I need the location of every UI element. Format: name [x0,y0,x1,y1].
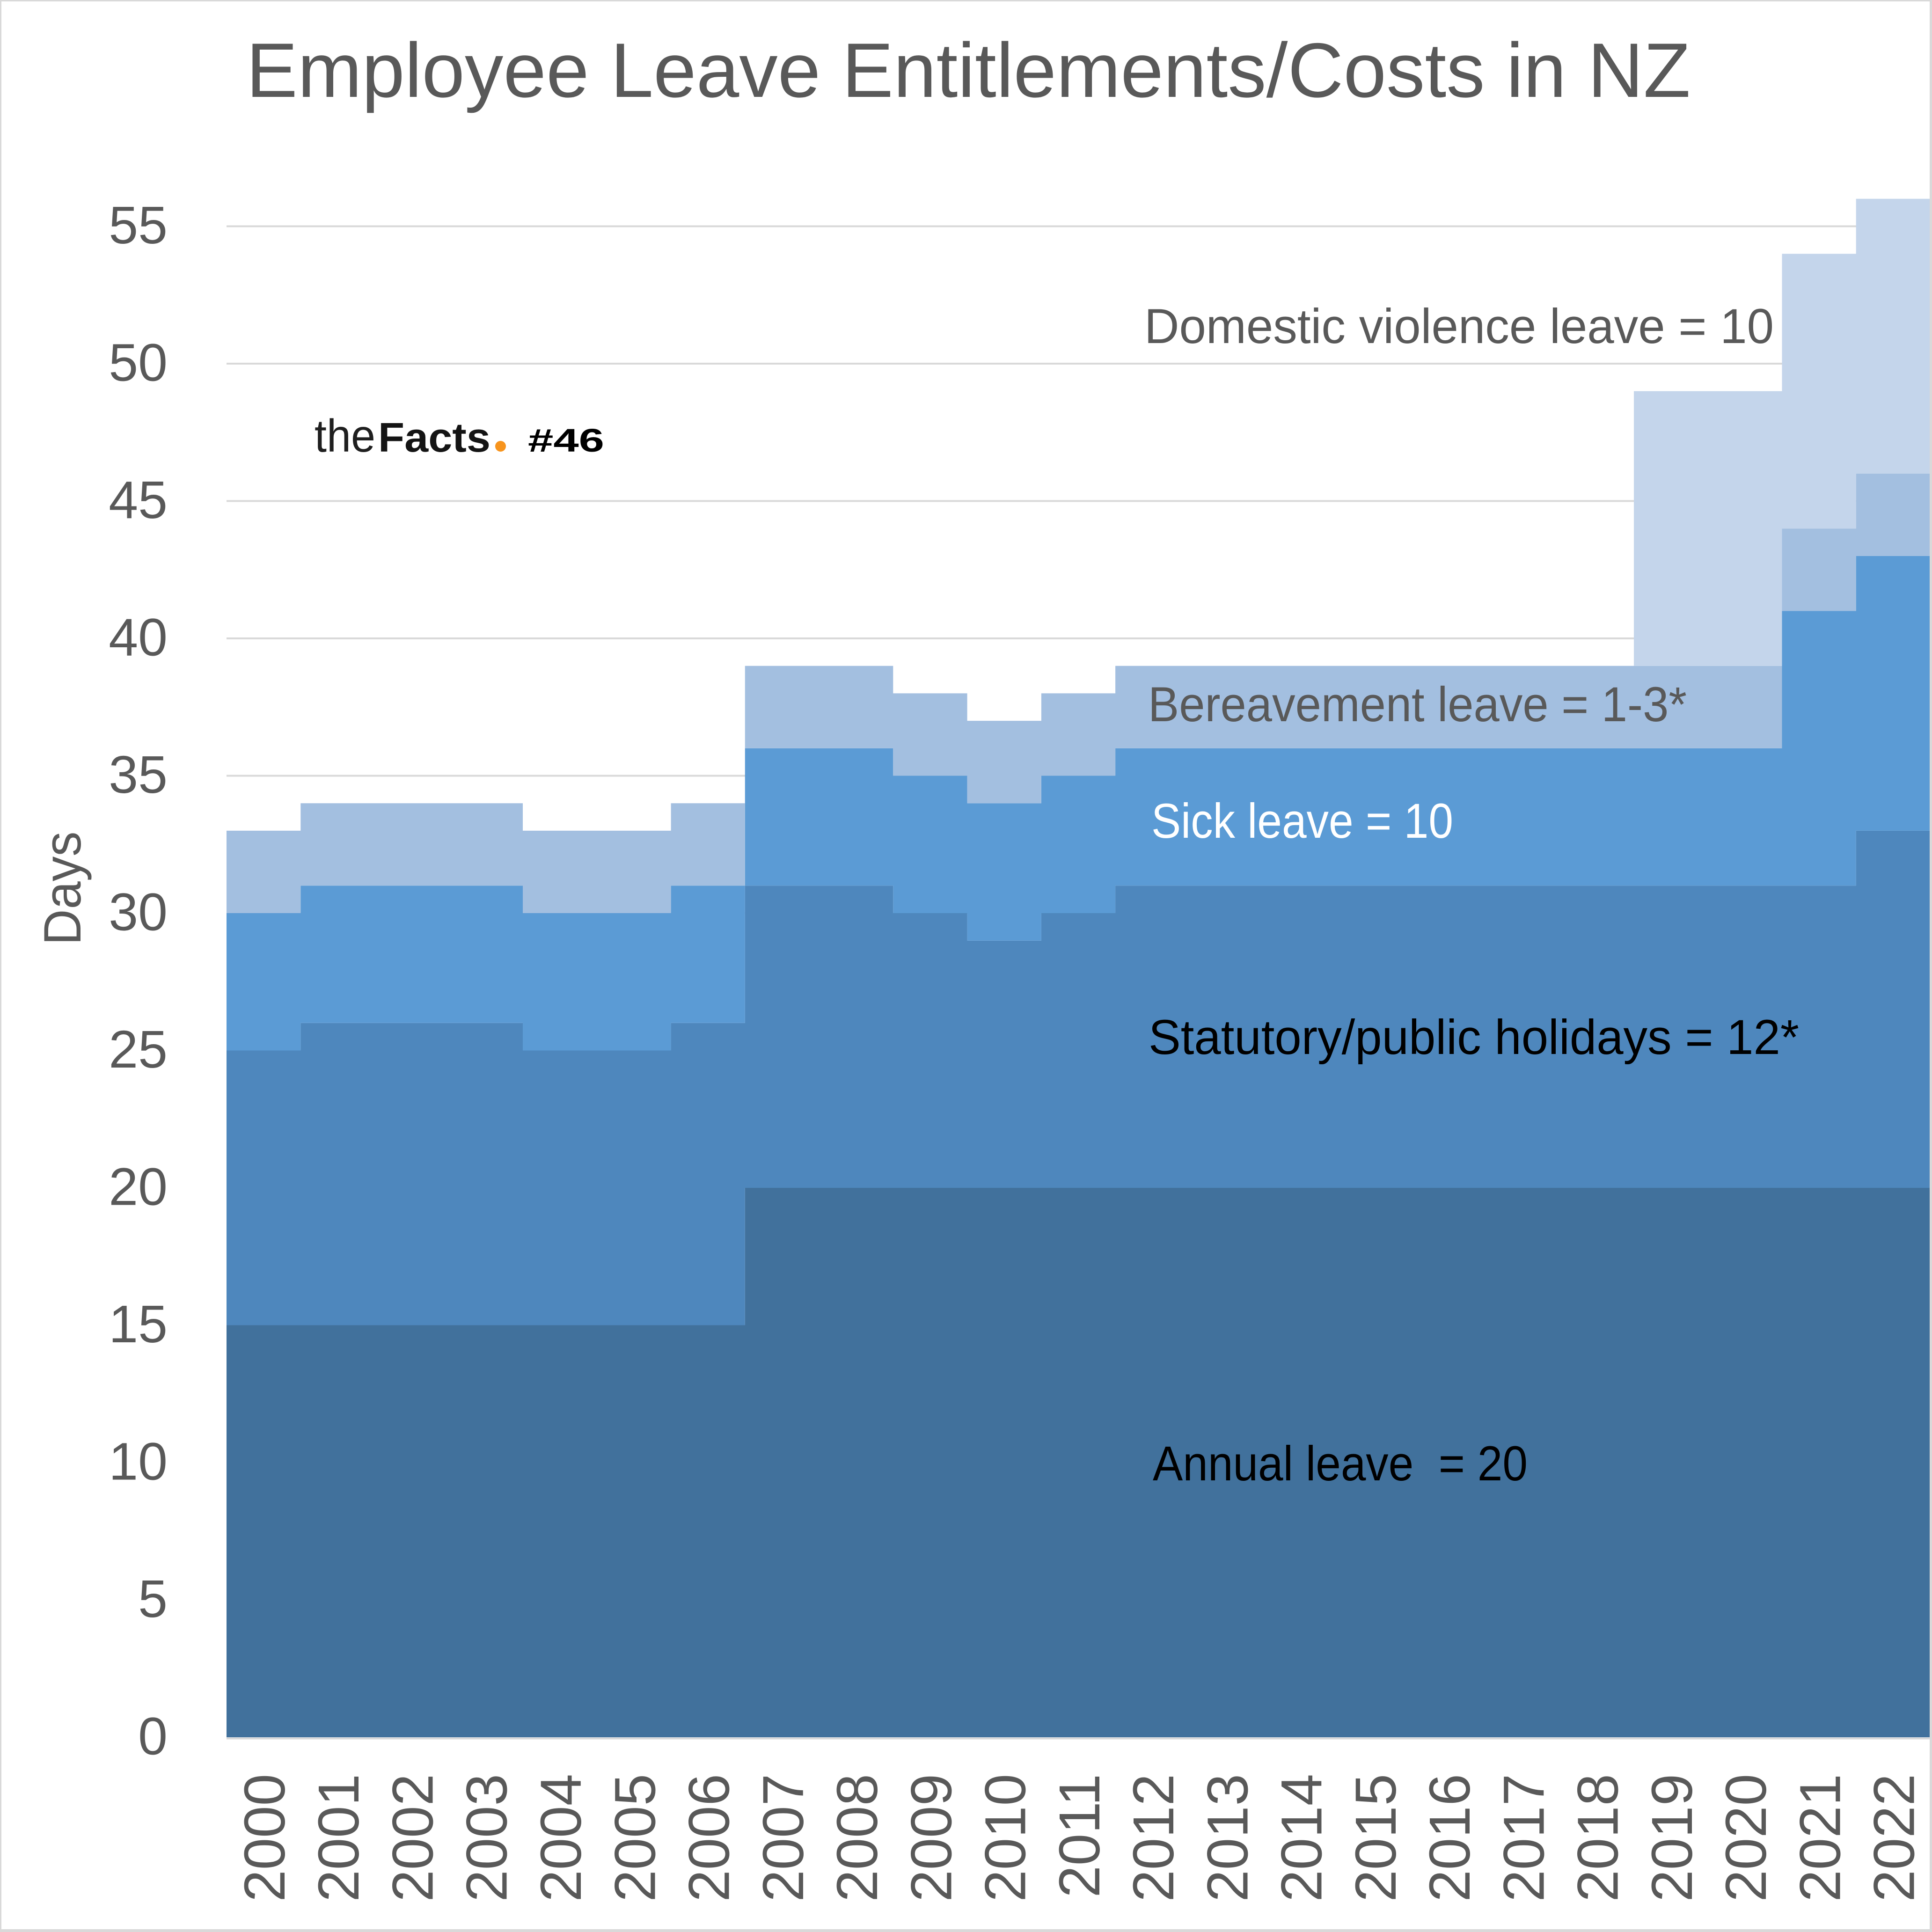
svg-text:2004: 2004 [529,1774,593,1902]
svg-text:2006: 2006 [678,1774,742,1902]
svg-text:Employee Leave Entitlements/Co: Employee Leave Entitlements/Costs in NZ [246,27,1690,113]
svg-text:2007: 2007 [752,1774,816,1902]
svg-text:2009: 2009 [900,1774,964,1902]
svg-text:2016: 2016 [1418,1774,1482,1902]
svg-text:Statutory/public holidays = 12: Statutory/public holidays = 12* [1149,1010,1799,1065]
svg-text:20: 20 [109,1157,168,1216]
svg-text:2021: 2021 [1788,1774,1852,1902]
svg-text:2012: 2012 [1122,1774,1186,1902]
svg-text:35: 35 [109,745,168,804]
svg-text:2003: 2003 [455,1774,520,1902]
svg-text:2005: 2005 [603,1774,667,1902]
svg-text:2011: 2011 [1048,1774,1112,1898]
svg-text:Annual leave = 20: Annual leave = 20 [1153,1436,1528,1491]
svg-text:2013: 2013 [1196,1774,1260,1902]
svg-text:Facts: Facts [378,414,490,461]
svg-text:2001: 2001 [307,1774,371,1902]
svg-text:the: the [315,410,375,461]
svg-text:2018: 2018 [1566,1774,1631,1902]
svg-text:50: 50 [109,333,168,392]
svg-text:Sick leave = 10: Sick leave = 10 [1151,794,1453,849]
svg-text:45: 45 [109,470,168,529]
svg-text:2008: 2008 [826,1774,890,1902]
svg-text:2022: 2022 [1863,1774,1927,1902]
svg-text:2002: 2002 [381,1774,446,1902]
svg-text:Domestic violence leave = 10: Domestic violence leave = 10 [1144,299,1774,354]
svg-text:10: 10 [109,1432,168,1491]
svg-text:#46: #46 [528,422,604,459]
svg-text:2010: 2010 [974,1774,1038,1902]
svg-text:2014: 2014 [1270,1774,1334,1902]
svg-text:40: 40 [109,608,168,667]
svg-text:Bereavement leave = 1-3*: Bereavement leave = 1-3* [1148,677,1687,732]
svg-text:2020: 2020 [1714,1774,1778,1902]
svg-text:25: 25 [109,1020,168,1079]
svg-text:0: 0 [138,1707,168,1766]
svg-text:55: 55 [109,196,168,255]
svg-text:Days: Days [33,832,92,945]
svg-text:5: 5 [138,1569,168,1628]
svg-text:2019: 2019 [1640,1774,1705,1902]
svg-text:2017: 2017 [1492,1774,1556,1902]
svg-text:2000: 2000 [233,1774,297,1902]
svg-text:15: 15 [109,1295,168,1354]
svg-text:30: 30 [109,883,168,942]
svg-text:2015: 2015 [1344,1774,1408,1902]
